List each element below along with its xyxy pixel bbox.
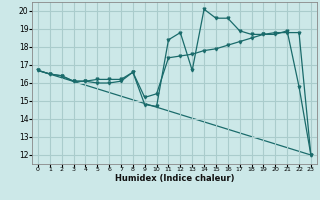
X-axis label: Humidex (Indice chaleur): Humidex (Indice chaleur) [115,174,234,183]
